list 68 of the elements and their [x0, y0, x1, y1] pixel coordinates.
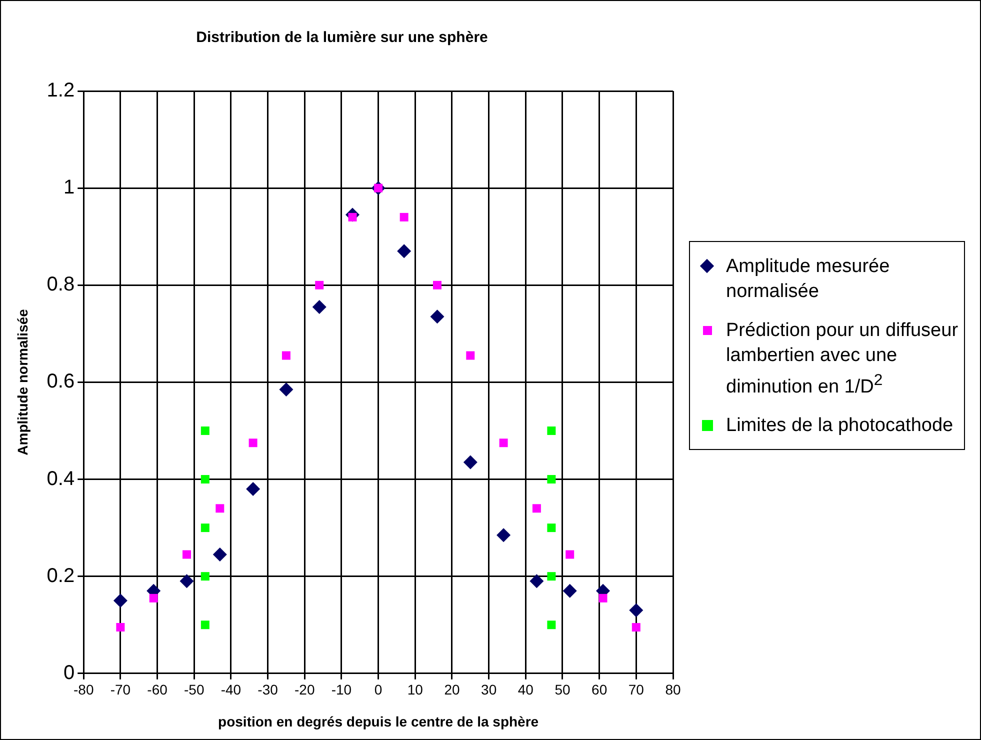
point [212, 547, 227, 562]
y-tick-label: 0 [63, 662, 75, 684]
point [216, 504, 224, 513]
legend-label: Limites de la photocathode [726, 414, 954, 438]
chart-title: Distribution de la lumière sur une sphère [196, 29, 488, 46]
point [397, 244, 412, 258]
x-tick-label: 30 [481, 682, 497, 698]
x-tick-label: 80 [665, 682, 681, 698]
x-tick-label: -10 [331, 682, 352, 698]
x-tick-label: 0 [374, 682, 382, 698]
y-tick-label: 1 [63, 176, 75, 199]
point [312, 300, 326, 314]
y-tick-label: 0.8 [46, 274, 75, 296]
point [632, 623, 640, 632]
point [547, 620, 556, 630]
x-tick-label: 20 [444, 682, 460, 698]
point [430, 310, 444, 324]
legend-label: Amplitude mesurée normalisée [726, 255, 891, 304]
point [246, 482, 260, 496]
x-tick-label: 60 [592, 682, 608, 698]
point [200, 524, 210, 532]
point [113, 594, 128, 608]
point [547, 524, 556, 532]
point [466, 351, 475, 360]
y-tick-label: 1.2 [46, 80, 75, 102]
point [433, 280, 442, 290]
x-tick-label: -60 [147, 682, 168, 698]
x-tick-label: -70 [110, 682, 131, 698]
point [566, 550, 574, 559]
x-tick-label: 50 [554, 682, 570, 698]
x-tick-label: -20 [294, 682, 315, 698]
point [547, 475, 556, 484]
point [315, 280, 324, 290]
point [530, 574, 544, 588]
x-tick-label: 40 [518, 682, 534, 698]
x-tick-label: 10 [407, 682, 424, 698]
point [200, 572, 210, 581]
y-tick-label: 0.6 [46, 370, 75, 393]
point [180, 574, 194, 588]
y-axis-title: Amplitude normalisée [14, 308, 30, 456]
point [200, 475, 210, 484]
point [279, 382, 294, 396]
point [182, 550, 191, 559]
x-tick-label: -80 [73, 682, 94, 698]
point [149, 594, 158, 602]
point [496, 528, 511, 542]
point [200, 620, 210, 630]
point [598, 594, 608, 602]
point [200, 426, 210, 435]
x-tick-label: -50 [184, 682, 204, 698]
point [629, 603, 644, 618]
x-tick-label: 70 [628, 682, 644, 698]
point [463, 455, 478, 470]
point [547, 572, 556, 581]
point [547, 426, 556, 435]
x-tick-label: -30 [258, 682, 278, 698]
y-tick-label: 0.2 [46, 564, 75, 587]
x-axis-title: position en degrés depuis le centre de la sphère [218, 713, 539, 730]
point [248, 438, 258, 448]
point [562, 584, 577, 598]
point [532, 504, 541, 513]
y-tick-label: 0.4 [46, 468, 75, 490]
x-tick-label: -40 [220, 682, 242, 698]
point [499, 438, 508, 448]
legend-label: Prédiction pour un diffuseur lambertien avec une diminution en 1/D$^{2}$ [726, 319, 960, 400]
point [400, 212, 408, 222]
point [282, 351, 290, 360]
point [116, 623, 125, 632]
